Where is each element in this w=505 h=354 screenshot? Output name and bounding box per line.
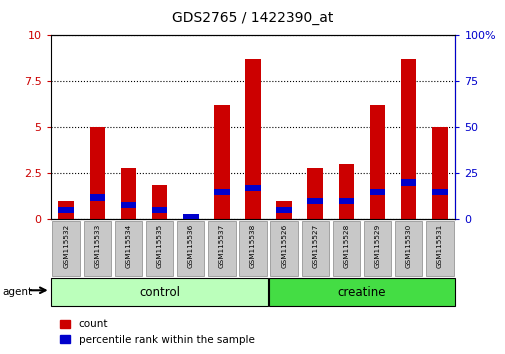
FancyBboxPatch shape xyxy=(115,221,142,276)
Text: control: control xyxy=(139,286,180,298)
FancyBboxPatch shape xyxy=(270,221,297,276)
Bar xyxy=(245,59,260,219)
Bar xyxy=(400,59,416,219)
Bar xyxy=(307,168,322,219)
FancyBboxPatch shape xyxy=(208,221,235,276)
Text: agent: agent xyxy=(3,287,33,297)
Bar xyxy=(120,168,136,219)
FancyBboxPatch shape xyxy=(332,221,360,276)
Bar xyxy=(58,201,74,219)
Text: GSM115534: GSM115534 xyxy=(125,223,131,268)
Legend: count, percentile rank within the sample: count, percentile rank within the sample xyxy=(56,315,258,349)
Text: GSM115538: GSM115538 xyxy=(249,223,256,268)
FancyBboxPatch shape xyxy=(83,221,111,276)
Bar xyxy=(245,185,260,192)
Text: GSM115526: GSM115526 xyxy=(281,223,286,268)
FancyBboxPatch shape xyxy=(177,221,204,276)
FancyBboxPatch shape xyxy=(363,221,390,276)
Text: GSM115537: GSM115537 xyxy=(219,223,224,268)
Bar xyxy=(307,198,322,204)
Bar xyxy=(214,105,229,219)
Bar xyxy=(58,207,74,213)
FancyBboxPatch shape xyxy=(51,278,268,306)
FancyBboxPatch shape xyxy=(239,221,266,276)
FancyBboxPatch shape xyxy=(301,221,328,276)
FancyBboxPatch shape xyxy=(394,221,422,276)
Text: GSM115527: GSM115527 xyxy=(312,223,318,268)
FancyBboxPatch shape xyxy=(425,221,452,276)
Bar xyxy=(400,179,416,186)
Text: GDS2765 / 1422390_at: GDS2765 / 1422390_at xyxy=(172,11,333,25)
Bar xyxy=(369,105,385,219)
Text: creatine: creatine xyxy=(337,286,385,298)
Bar xyxy=(276,207,291,213)
FancyBboxPatch shape xyxy=(269,278,454,306)
Bar xyxy=(152,184,167,219)
Bar xyxy=(89,194,105,201)
Bar xyxy=(152,207,167,213)
Bar xyxy=(369,189,385,195)
Bar xyxy=(431,189,447,195)
Text: GSM115530: GSM115530 xyxy=(405,223,411,268)
Bar xyxy=(338,198,354,204)
Bar xyxy=(120,201,136,208)
Text: GSM115528: GSM115528 xyxy=(343,223,349,268)
Bar xyxy=(89,127,105,219)
Bar xyxy=(183,215,198,221)
Bar xyxy=(183,218,198,219)
FancyBboxPatch shape xyxy=(145,221,173,276)
Bar xyxy=(214,189,229,195)
Text: GSM115535: GSM115535 xyxy=(156,223,162,268)
Text: GSM115529: GSM115529 xyxy=(374,223,380,268)
Bar xyxy=(338,164,354,219)
Text: GSM115532: GSM115532 xyxy=(63,223,69,268)
Text: GSM115536: GSM115536 xyxy=(187,223,193,268)
Bar xyxy=(276,201,291,219)
Bar xyxy=(431,127,447,219)
Text: GSM115533: GSM115533 xyxy=(94,223,100,268)
FancyBboxPatch shape xyxy=(53,221,80,276)
Text: GSM115531: GSM115531 xyxy=(436,223,442,268)
